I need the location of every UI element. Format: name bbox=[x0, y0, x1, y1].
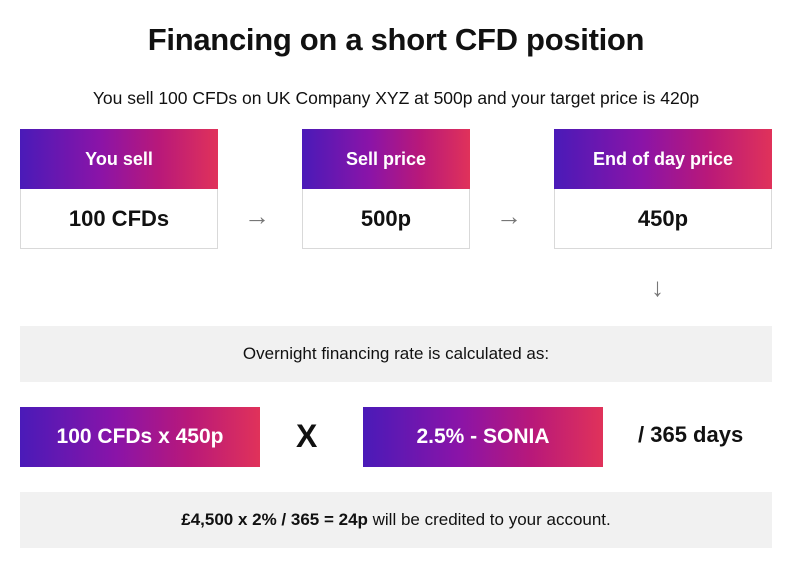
card-header: You sell bbox=[20, 129, 218, 189]
page-title: Financing on a short CFD position bbox=[147, 22, 645, 57]
scenario-subtitle: You sell 100 CFDs on UK Company XYZ at 5… bbox=[92, 88, 700, 108]
card-header: End of day price bbox=[554, 129, 772, 189]
arrow-right-icon: → bbox=[496, 201, 522, 231]
result-calculation: £4,500 x 2% / 365 = 24p bbox=[181, 510, 368, 529]
arrow-down-icon: ↓ bbox=[651, 272, 664, 302]
formula-rate: 2.5% - SONIA bbox=[363, 407, 603, 467]
formula-position-value: 100 CFDs x 450p bbox=[20, 407, 260, 467]
card-sell-price: Sell price 500p bbox=[302, 129, 470, 249]
card-end-of-day-price: End of day price 450p bbox=[554, 129, 772, 249]
card-value: 500p bbox=[360, 205, 412, 231]
formula-intro-panel: Overnight financing rate is calculated a… bbox=[20, 326, 772, 382]
result-text: will be credited to your account. bbox=[367, 510, 611, 529]
formula-intro-text: Overnight financing rate is calculated a… bbox=[242, 344, 550, 363]
card-value: 450p bbox=[637, 205, 689, 231]
card-value: 100 CFDs bbox=[68, 205, 170, 231]
result-panel: £4,500 x 2% / 365 = 24p will be credited… bbox=[20, 492, 772, 548]
arrow-right-icon: → bbox=[244, 201, 270, 231]
multiply-operator: X bbox=[296, 418, 318, 454]
formula-divisor: / 365 days bbox=[638, 422, 744, 447]
card-header: Sell price bbox=[302, 129, 470, 189]
card-you-sell: You sell 100 CFDs bbox=[20, 129, 218, 249]
